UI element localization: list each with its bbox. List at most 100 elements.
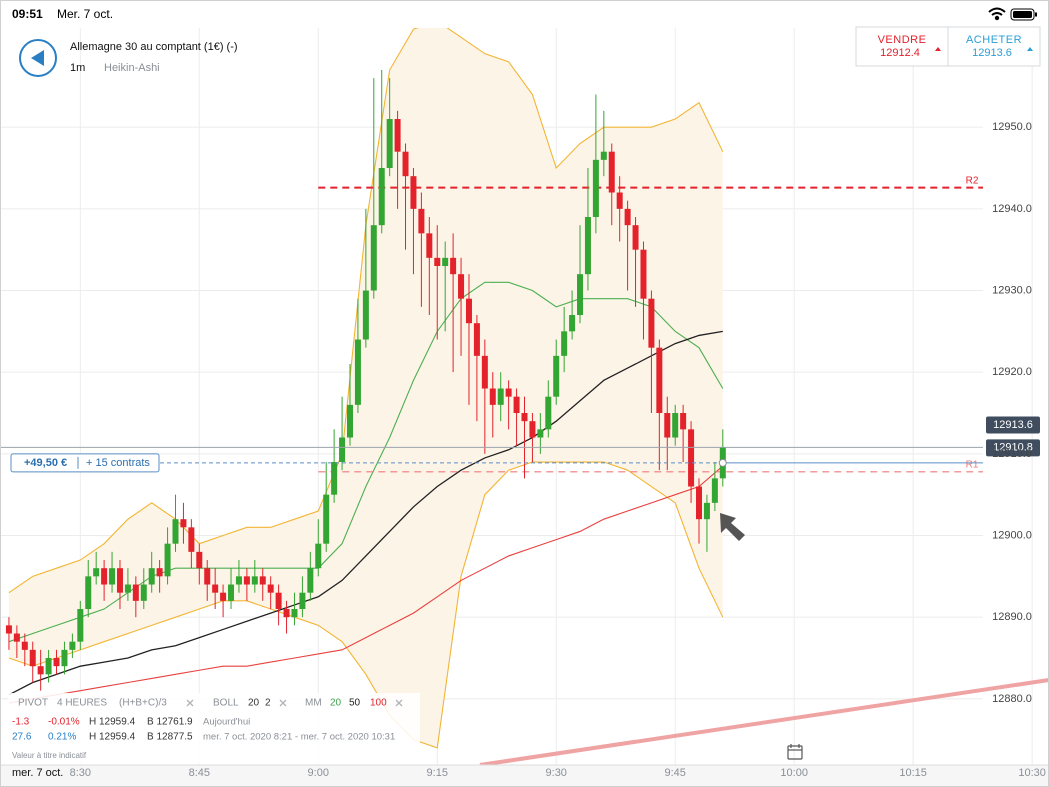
candle-body (370, 225, 377, 291)
candle-body (489, 388, 496, 405)
remove-boll[interactable] (279, 699, 287, 707)
status-date: Mer. 7 oct. (57, 7, 113, 21)
pivot-formula: (H+B+C)/3 (119, 698, 167, 709)
y-tick-label: 12880.0 (992, 693, 1032, 705)
candle-body (156, 568, 163, 577)
buy-button[interactable]: ACHETER 12913.6 (966, 34, 1033, 59)
change: 27.6 (12, 732, 32, 743)
candle-body (37, 666, 44, 675)
candle-body (680, 413, 687, 430)
candle-body (394, 119, 401, 152)
candle-body (458, 274, 465, 299)
candle-body (648, 298, 655, 348)
info-rows: -1.3 -0.01% H 12959.4 B 12761.9 Aujourd'hui 2… (12, 717, 395, 743)
candle-body (13, 633, 20, 642)
candle-body (640, 249, 647, 299)
period: Aujourd'hui (203, 717, 250, 728)
candle-body (362, 290, 369, 340)
candle-body (513, 396, 520, 414)
x-tick-label: 10:15 (899, 767, 927, 779)
mm-label[interactable]: MM (305, 698, 322, 709)
candle-body (45, 658, 52, 675)
candle-body (481, 355, 488, 389)
buy-label: ACHETER (966, 34, 1022, 46)
candle-body (529, 421, 536, 438)
disclaimer: Valeur à titre indicatif (12, 751, 87, 760)
position-marker (718, 458, 727, 467)
position-size: + 15 contrats (86, 457, 150, 469)
candle-body (600, 151, 607, 160)
candle-body (140, 584, 147, 601)
candle-body (584, 217, 591, 275)
candle-body (505, 388, 512, 397)
candle-body (315, 543, 322, 569)
trend-line (479, 678, 1049, 765)
candle-body (196, 551, 203, 569)
high: H 12959.4 (89, 717, 136, 728)
candle-body (696, 486, 702, 520)
back-button[interactable] (19, 39, 57, 77)
battery-icon (1010, 8, 1037, 21)
calendar-icon[interactable] (787, 744, 803, 760)
x-tick-label: 8:30 (70, 767, 91, 779)
x-tick-label: 9:30 (546, 767, 567, 779)
candle-body (497, 388, 504, 405)
mm-period: 100 (370, 698, 387, 709)
candle-body (656, 347, 663, 414)
remove-mm[interactable] (395, 699, 403, 707)
candle-body (434, 257, 441, 267)
candle-body (323, 494, 330, 544)
last-price-tag (986, 439, 1040, 457)
cursor-arrow (720, 513, 745, 541)
indicator-line (8, 330, 723, 696)
candle-body (347, 404, 353, 438)
change: -1.3 (12, 717, 30, 728)
pivot-label: R2 (966, 175, 979, 186)
mm-periods: 20 50 100 (330, 698, 387, 709)
status-bar (0, 0, 1049, 28)
candle-body (116, 568, 123, 593)
candle-body (5, 625, 12, 634)
candle-body (632, 225, 639, 250)
remove-pivot[interactable] (186, 699, 194, 707)
candle-body (204, 568, 211, 585)
boll-label[interactable]: BOLL (213, 698, 239, 709)
change-pct: -0.01% (48, 717, 80, 728)
candle-body (251, 576, 258, 585)
position-pnl: +49,50 € (24, 457, 67, 469)
position-box[interactable] (10, 453, 160, 473)
candle-body (624, 208, 631, 226)
status-time: 09:51 (12, 7, 43, 21)
chart-style[interactable]: Heikin-Ashi (104, 62, 160, 74)
pivot-period: 4 HEURES (57, 698, 107, 709)
boll-deviation: 2 (265, 698, 271, 709)
candle-body (267, 584, 274, 593)
candle-body (148, 568, 155, 585)
candle-body (124, 584, 131, 593)
y-tick-label: 12940.0 (992, 203, 1032, 215)
sell-price: 12912.4 (880, 47, 920, 59)
timeframe[interactable]: 1m (70, 62, 85, 74)
candle-body (109, 568, 116, 585)
candle-body (672, 413, 679, 438)
candle-body (275, 592, 282, 610)
sell-button[interactable]: VENDRE 12912.4 (878, 34, 941, 59)
candle-body (307, 568, 314, 593)
candle-body (664, 413, 671, 438)
pivot-label: R1 (966, 459, 979, 470)
candle-body (616, 192, 623, 209)
high: H 12959.4 (89, 732, 136, 743)
period: mer. 7 oct. 2020 8:21 - mer. 7 oct. 2020… (203, 732, 395, 743)
candle-body (283, 609, 290, 618)
pivot-label[interactable]: PIVOT (18, 698, 48, 709)
y-tick-label: 12910.0 (992, 448, 1032, 460)
ask-price-tag-text: 12913.6 (993, 419, 1033, 431)
x-tick-label: 9:00 (308, 767, 329, 779)
x-axis-strip (0, 765, 1049, 787)
candle-body (164, 543, 171, 577)
x-tick-label: 10:30 (1018, 767, 1046, 779)
candle-body (442, 257, 449, 267)
low: B 12761.9 (147, 717, 193, 728)
candle-body (537, 429, 544, 438)
